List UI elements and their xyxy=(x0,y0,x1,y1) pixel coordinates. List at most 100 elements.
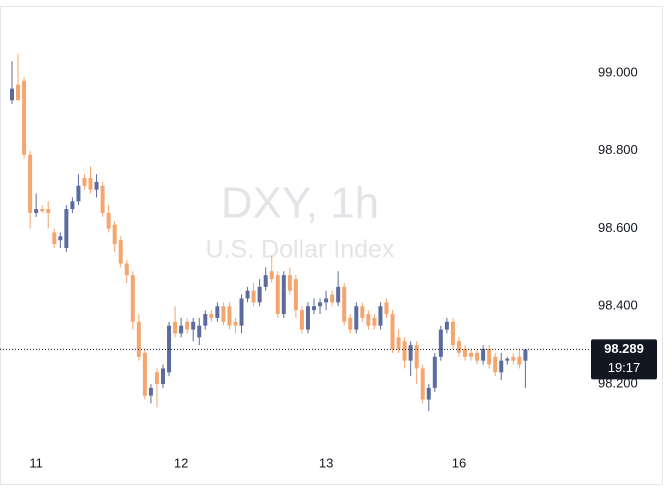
candle-body xyxy=(517,356,522,365)
candle-body xyxy=(426,387,431,400)
candle-body xyxy=(366,314,371,326)
candle-body xyxy=(511,356,516,361)
watermark-subtitle: U.S. Dollar Index xyxy=(206,236,395,264)
candle-body xyxy=(408,345,413,361)
candle-body xyxy=(505,358,510,361)
candle-body xyxy=(475,352,480,361)
candle-body xyxy=(227,306,232,326)
candle-body xyxy=(299,310,304,330)
candle-body xyxy=(94,181,99,190)
candle-body xyxy=(76,185,81,202)
candle-body xyxy=(336,286,341,303)
frame xyxy=(0,6,663,485)
candle-body xyxy=(239,298,244,326)
candle-body xyxy=(312,306,316,311)
candle-body xyxy=(257,286,262,303)
candle-body xyxy=(64,209,69,248)
candle-body xyxy=(263,275,268,287)
candle-body xyxy=(58,236,63,241)
candle-body xyxy=(318,302,323,307)
candle-body xyxy=(167,325,172,373)
candle-body xyxy=(100,185,105,213)
candle-body xyxy=(191,321,196,330)
candle-body xyxy=(402,341,407,361)
candle-body xyxy=(469,352,474,357)
candle-body xyxy=(324,298,329,303)
candle-body xyxy=(16,84,21,101)
candle-body xyxy=(251,290,256,303)
candle-body xyxy=(40,209,45,212)
candle-body xyxy=(342,286,347,322)
candle-body xyxy=(420,368,425,400)
candle-body xyxy=(390,314,395,350)
candle-body xyxy=(233,321,238,326)
y-tick-label: 98.600 xyxy=(598,220,638,235)
candle-body xyxy=(221,306,226,322)
x-tick-label: 11 xyxy=(29,455,43,470)
candle-body xyxy=(10,88,14,101)
candle-body xyxy=(481,349,486,361)
watermark-title: DXY, 1h xyxy=(221,179,379,228)
candle-body xyxy=(287,275,292,291)
y-tick-label: 98.400 xyxy=(598,298,638,313)
candle-body xyxy=(52,232,57,245)
candle-body xyxy=(124,263,129,276)
candle-body xyxy=(106,212,111,229)
candle-body xyxy=(372,317,377,326)
candle-body xyxy=(245,290,250,299)
candle-body xyxy=(305,306,310,330)
candle-body xyxy=(275,275,280,315)
candle-body xyxy=(112,224,117,245)
candle-body xyxy=(438,329,443,357)
candle-body xyxy=(281,275,286,315)
candle-body xyxy=(142,352,147,396)
candle-body xyxy=(185,321,190,330)
candle-body xyxy=(173,321,178,334)
candle-body xyxy=(136,321,141,357)
candle-body xyxy=(330,294,335,303)
x-tick-label: 12 xyxy=(174,455,188,470)
candle-body xyxy=(197,325,202,338)
candle-body xyxy=(378,306,383,326)
candle-body xyxy=(414,345,419,369)
y-tick-label: 98.800 xyxy=(598,142,638,157)
candle-body xyxy=(384,302,389,315)
x-tick-label: 16 xyxy=(452,455,466,470)
x-tick-label: 13 xyxy=(319,455,333,470)
candle-body xyxy=(118,240,123,264)
countdown: 19:17 xyxy=(608,360,641,375)
last-price-label: 98.289 xyxy=(604,341,644,356)
candle-body xyxy=(161,368,165,384)
candle-body xyxy=(130,275,135,322)
candle-body xyxy=(348,317,353,330)
candle-body xyxy=(487,349,492,365)
candle-body xyxy=(46,209,51,213)
candle-body xyxy=(432,356,437,388)
candle-body xyxy=(70,201,75,210)
candle-body xyxy=(28,154,33,213)
candle-body xyxy=(22,80,27,155)
candle-body xyxy=(493,356,498,373)
candle-body xyxy=(148,387,153,396)
candle-body xyxy=(450,321,455,346)
candle-body xyxy=(269,271,274,280)
candle-body xyxy=(523,349,528,361)
candle-body xyxy=(456,341,461,353)
candle-body xyxy=(82,178,87,186)
candle-body xyxy=(499,360,504,373)
last-price-box xyxy=(591,339,657,380)
candle-body xyxy=(154,372,159,384)
candle-body xyxy=(209,314,214,318)
candle-body xyxy=(203,314,208,326)
candle-body xyxy=(88,178,93,190)
candle-body xyxy=(360,306,365,318)
candle-body xyxy=(354,306,359,330)
candle-body xyxy=(215,306,220,318)
candle-body xyxy=(444,321,449,330)
candle-body xyxy=(293,279,298,311)
y-tick-label: 99.000 xyxy=(598,65,638,80)
candle-body xyxy=(396,337,401,350)
candle-body xyxy=(34,209,39,213)
candle-body xyxy=(179,325,184,334)
